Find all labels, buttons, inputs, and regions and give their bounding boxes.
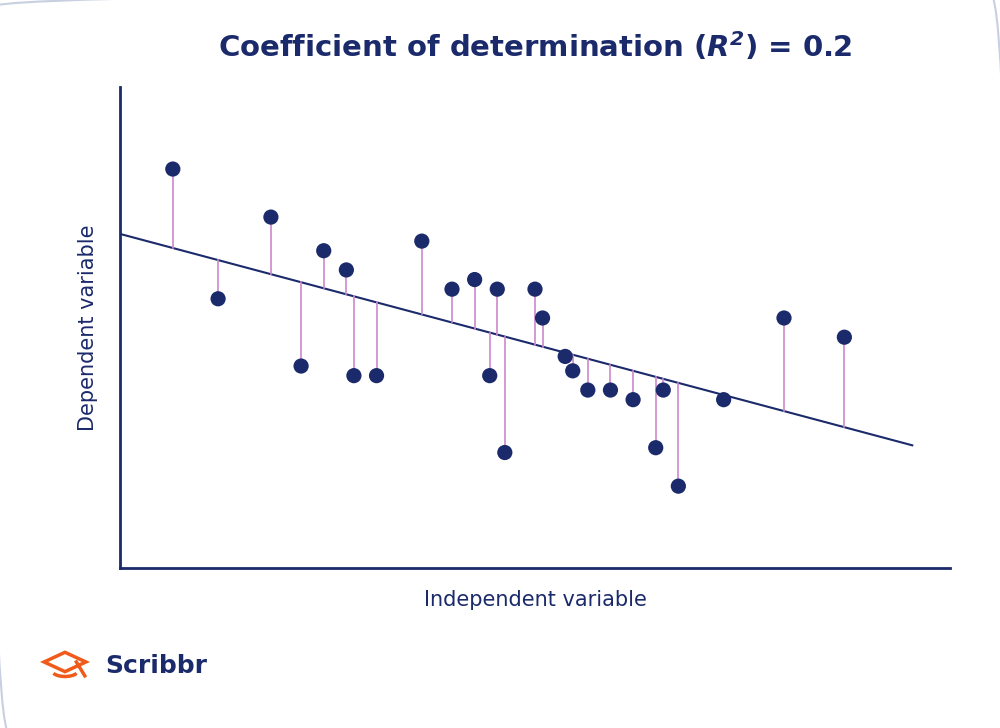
Point (557, 351, 573, 363)
Point (535, 312, 551, 324)
Point (625, 394, 641, 405)
Point (602, 384, 618, 396)
Point (655, 384, 671, 396)
Point (580, 384, 596, 396)
Point (527, 283, 543, 295)
Point (165, 163, 181, 175)
Point (293, 360, 309, 372)
Point (489, 283, 505, 295)
Point (444, 283, 460, 295)
Point (565, 365, 581, 376)
Point (210, 293, 226, 304)
X-axis label: Independent variable: Independent variable (424, 590, 646, 610)
Point (316, 245, 332, 256)
Point (776, 312, 792, 324)
Point (369, 370, 385, 381)
Point (346, 370, 362, 381)
Point (497, 447, 513, 459)
Point (648, 442, 664, 454)
Title: Coefficient of determination ($\bfit{R}^2$) = 0.2: Coefficient of determination ($\bfit{R}^… (218, 30, 852, 63)
Point (836, 331, 852, 343)
Text: Scribbr: Scribbr (105, 654, 207, 678)
Point (482, 370, 498, 381)
Point (338, 264, 354, 276)
Point (670, 480, 686, 492)
Y-axis label: Dependent variable: Dependent variable (78, 224, 98, 431)
Point (414, 235, 430, 247)
Point (263, 211, 279, 223)
Point (467, 274, 483, 285)
Point (716, 394, 732, 405)
